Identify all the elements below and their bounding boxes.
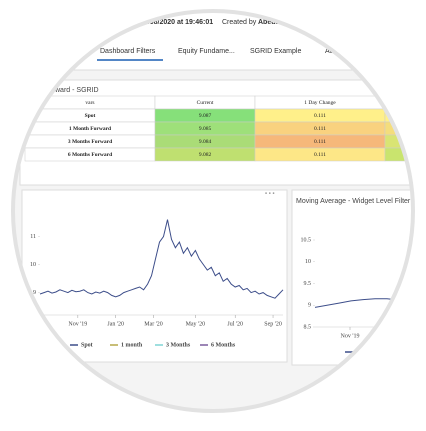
column-header: vars xyxy=(85,100,94,106)
x-tick-label: Jul '20 xyxy=(227,321,243,327)
row-label: 1 Month Forward xyxy=(69,126,111,132)
legend-label[interactable]: 3 Months xyxy=(166,342,191,348)
table: vars Current 1 Day Change I Spot 9.087 0.111 0.… xyxy=(25,96,426,161)
cell-value: 9.085 xyxy=(199,126,212,132)
cell-value: 9.084 xyxy=(199,139,212,145)
legend-label[interactable]: 1 month xyxy=(121,342,143,348)
menu-dots[interactable]: • • • xyxy=(265,192,275,198)
column-header: Current xyxy=(197,100,214,106)
cell-value: 9.087 xyxy=(199,113,212,119)
y-tick-label: 11 xyxy=(30,234,36,240)
x-tick-label: May '20 xyxy=(186,321,206,327)
legend-label[interactable]: Spot xyxy=(81,342,93,348)
created-prefix: Created by xyxy=(222,19,257,26)
x-tick-label: Sep '20 xyxy=(264,321,282,327)
cell-value: 0.111 xyxy=(314,139,326,145)
legend-label[interactable]: 6 Months xyxy=(211,342,236,348)
row-label: 3 Months Forward xyxy=(68,139,112,145)
y-tick-label: 9 xyxy=(308,303,311,309)
cell-value: 0.275 xyxy=(406,152,419,158)
cell-value: 0.27 xyxy=(408,139,418,145)
header-field xyxy=(95,8,180,15)
header-cell xyxy=(385,96,426,109)
y-tick-label: 10.5 xyxy=(301,237,312,243)
x-tick-label: Nov '19 xyxy=(68,321,87,327)
chart-title: Moving Average - Widget Level Filter xyxy=(296,198,411,205)
cell-value: 0. xyxy=(410,113,415,119)
cell-value: 9.082 xyxy=(199,152,212,158)
x-tick-label: Nov '19 xyxy=(341,333,360,339)
column-header: 1 Day Change xyxy=(304,100,336,106)
chart-panel xyxy=(22,190,287,362)
cell-value: 0. xyxy=(410,126,415,132)
cell-value: 0.111 xyxy=(314,113,326,119)
x-tick-label: Jan '20 xyxy=(107,321,124,327)
x-tick-label: Mar '20 xyxy=(144,321,163,327)
y-tick-label: 9.5 xyxy=(304,281,312,287)
row-label: Spot xyxy=(85,113,96,119)
y-tick-label: 10 xyxy=(30,262,36,268)
cell-value: 0.111 xyxy=(314,152,326,158)
row-label: 6 Months Forward xyxy=(68,152,112,158)
cell-value: 0.111 xyxy=(314,126,326,132)
cell xyxy=(385,135,426,148)
tab[interactable]: SGRID Example xyxy=(250,48,301,55)
y-tick-label: 10 xyxy=(305,259,311,265)
table-title: t & Forward - SGRID xyxy=(34,87,99,94)
y-tick-label: 8.5 xyxy=(304,324,312,330)
column-header: I xyxy=(412,100,414,106)
tab[interactable]: Equity Fundame... xyxy=(178,48,235,55)
tab[interactable]: Dashboard Filters xyxy=(100,48,156,55)
